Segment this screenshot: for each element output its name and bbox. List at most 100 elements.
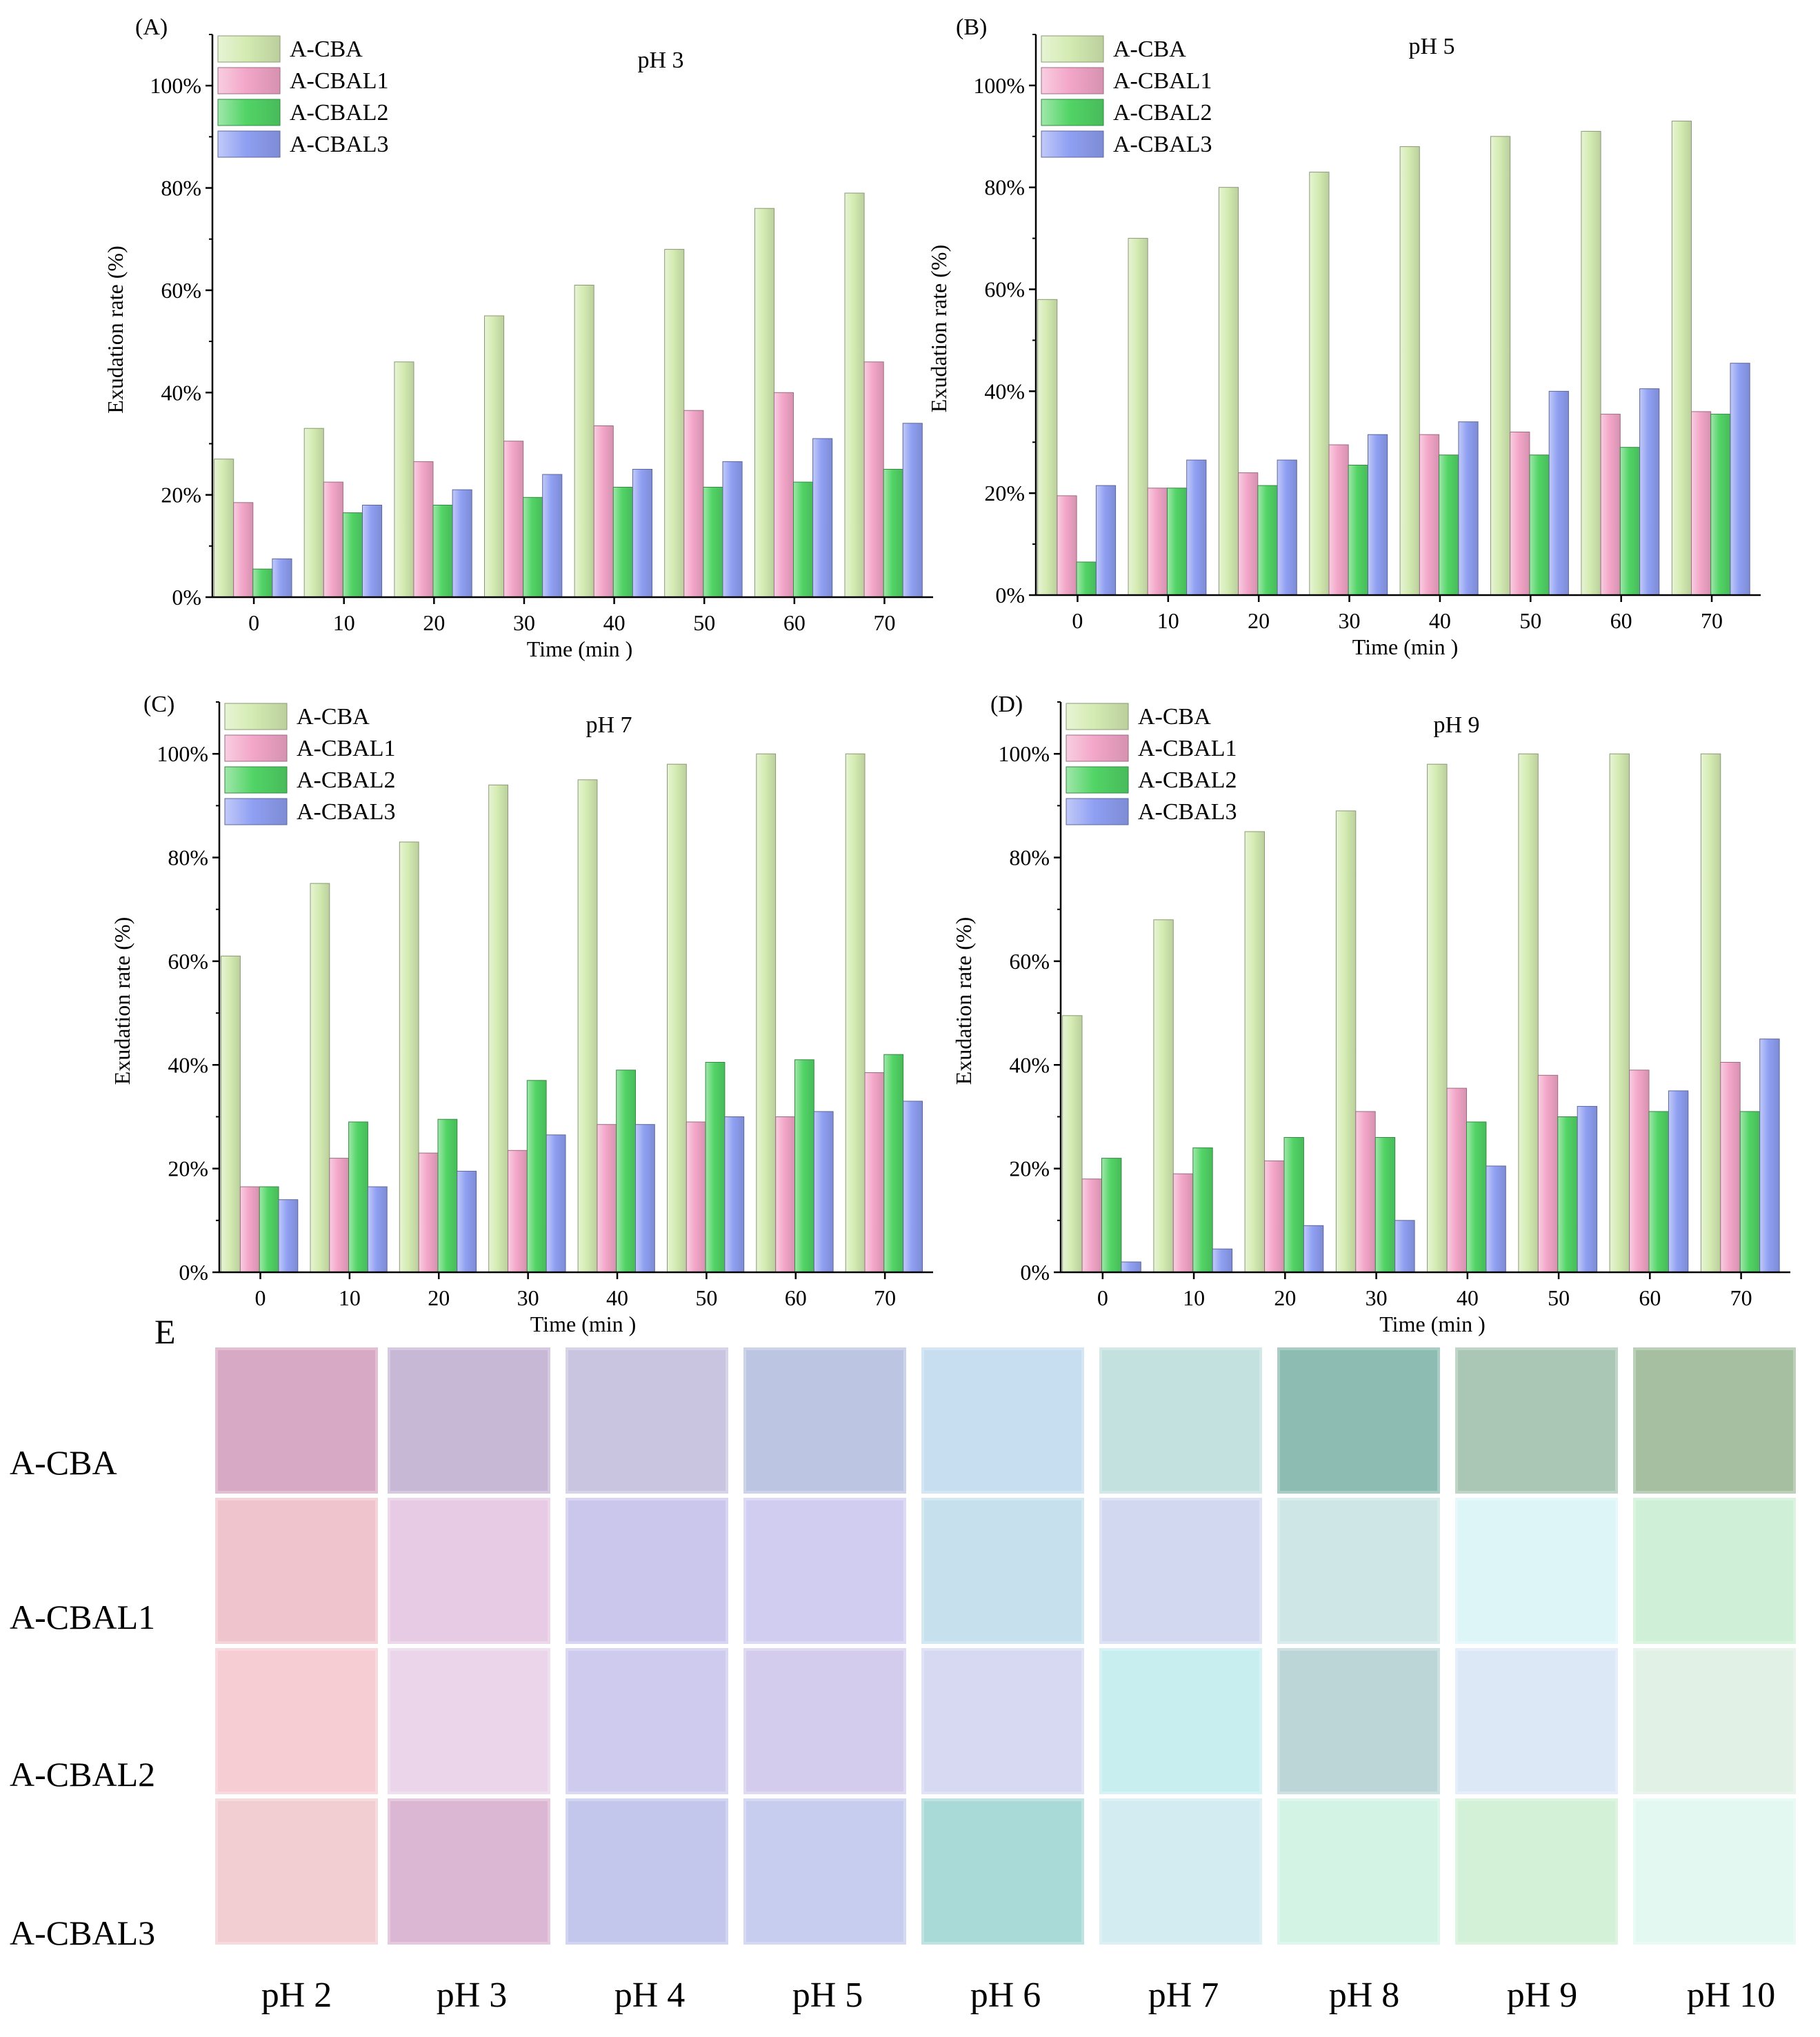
bar-a-cbal1-70 — [1691, 411, 1712, 596]
bar-a-cbal1-0 — [233, 502, 254, 598]
bar-a-cba-10 — [1128, 238, 1148, 596]
bar-a-cba-60 — [1609, 753, 1630, 1273]
bar-a-cba-50 — [1518, 753, 1539, 1273]
bar-a-cbal2-50 — [705, 1062, 726, 1273]
bar-a-cba-0 — [214, 459, 234, 598]
x-axis-label: Time (min ) — [1379, 1312, 1486, 1336]
bar-a-cbal1-20 — [1238, 472, 1259, 596]
bar-a-cbal2-60 — [1648, 1111, 1669, 1273]
panel-label: (C) — [143, 692, 174, 717]
panel-label: (A) — [135, 14, 168, 40]
x-axis-label: Time (min ) — [527, 636, 633, 661]
bar-a-cbal3-60 — [812, 438, 833, 598]
bar-a-cbal3-10 — [367, 1186, 388, 1273]
x-tick-label: 0 — [1097, 1285, 1108, 1310]
bar-a-cbal3-40 — [1458, 421, 1479, 596]
bar-a-cbal1-40 — [1419, 434, 1440, 596]
chart-panel-c: 0% 20% 40% 60% 80% 100% 0 10 20 30 40 50 60 70 Time (m… — [110, 692, 933, 1336]
x-tick-label: 40 — [603, 610, 626, 635]
x-tick-label: 10 — [333, 610, 355, 635]
column-label: pH 4 — [614, 1976, 686, 2015]
film-swatch-a-cbal3-ph7 — [1099, 1798, 1262, 1945]
x-tick-label: 20 — [428, 1285, 450, 1310]
bar-a-cba-60 — [754, 208, 775, 598]
bar-a-cbal1-70 — [864, 1072, 885, 1273]
bar-a-cbal2-0 — [1076, 561, 1097, 596]
y-axis-label: Exudation rate (%) — [951, 917, 976, 1085]
bar-a-cbal3-40 — [635, 1124, 655, 1273]
x-tick-label: 10 — [1157, 608, 1179, 633]
bar-a-cbal2-10 — [1167, 488, 1188, 596]
panel-e-label: E — [154, 1312, 176, 1351]
y-axis-label: Exudation rate (%) — [110, 917, 134, 1085]
bar-a-cbal1-40 — [593, 425, 614, 598]
bar-a-cbal1-70 — [1720, 1062, 1741, 1273]
bar-a-cba-70 — [1700, 753, 1721, 1273]
bar-a-cbal1-50 — [1510, 432, 1530, 596]
bar-a-cbal2-30 — [523, 496, 543, 598]
y-axis-label: Exudation rate (%) — [103, 245, 128, 413]
bar-a-cbal3-0 — [278, 1199, 299, 1273]
bar-a-cbal3-10 — [1212, 1248, 1233, 1273]
bar-a-cbal1-60 — [1629, 1070, 1650, 1273]
bar-a-cba-30 — [1335, 810, 1357, 1273]
y-tick-label: 20% — [1009, 1156, 1050, 1181]
bar-a-cbal2-50 — [1557, 1116, 1578, 1273]
y-tick-label: 20% — [161, 483, 201, 508]
bar-a-cbal1-40 — [1446, 1087, 1468, 1273]
chart-title: pH 9 — [1433, 712, 1479, 738]
bar-a-cbal3-70 — [902, 423, 923, 598]
bar-a-cbal1-10 — [329, 1158, 350, 1273]
film-swatch-a-cbal1-ph4 — [566, 1498, 728, 1644]
chart-panel-a: 0% 20% 40% 60% 80% 100% 0 10 20 30 40 50 60 70 Time (m… — [103, 14, 933, 661]
legend-swatch — [217, 35, 281, 63]
legend-label: A-CBAL2 — [297, 767, 396, 793]
bar-a-cbal1-20 — [413, 461, 434, 598]
y-tick-label: 80% — [168, 845, 208, 870]
x-tick-label: 20 — [1248, 608, 1270, 633]
x-tick-label: 10 — [339, 1285, 361, 1310]
bar-a-cbal3-60 — [813, 1111, 834, 1273]
bar-a-cbal3-60 — [1668, 1090, 1689, 1273]
film-swatch-a-cbal3-ph6 — [921, 1798, 1084, 1945]
bar-a-cbal3-20 — [457, 1170, 477, 1273]
bar-a-cbal2-0 — [1101, 1158, 1122, 1273]
bar-a-cbal3-50 — [1577, 1105, 1598, 1273]
film-swatch-a-cbal2-ph5 — [743, 1648, 906, 1794]
legend-label: A-CBAL1 — [1113, 68, 1212, 94]
x-tick-label: 40 — [606, 1285, 628, 1310]
chart-title: pH 5 — [1408, 34, 1454, 59]
bar-a-cba-10 — [303, 428, 324, 598]
x-tick-label: 40 — [1457, 1285, 1479, 1310]
y-tick-label: 80% — [1009, 845, 1050, 870]
film-swatch-a-cba-ph5 — [743, 1347, 906, 1494]
bar-a-cbal3-30 — [546, 1134, 566, 1273]
bar-a-cba-70 — [1671, 121, 1692, 596]
film-swatch-a-cbal3-ph3 — [388, 1798, 550, 1945]
bar-a-cbal2-50 — [703, 487, 723, 598]
bar-a-cba-30 — [1309, 172, 1330, 596]
y-tick-label: 60% — [1009, 949, 1050, 974]
bar-a-cbal3-60 — [1639, 388, 1660, 596]
chart-title: pH 7 — [586, 712, 632, 738]
chart-panel-b: 0% 20% 40% 60% 80% 100% 0 10 20 30 40 50 60 70 Time (m… — [926, 14, 1761, 659]
film-swatch-a-cbal2-ph9 — [1455, 1648, 1618, 1794]
row-label: A-CBAL1 — [10, 1598, 155, 1636]
bar-a-cba-20 — [1218, 187, 1239, 596]
legend-label: A-CBAL2 — [1113, 100, 1212, 126]
bar-a-cba-70 — [844, 192, 865, 598]
panel-label: (B) — [956, 14, 987, 40]
row-label: A-CBA — [10, 1443, 117, 1482]
legend-swatch — [217, 67, 281, 94]
legend-label: A-CBAL1 — [290, 68, 389, 94]
bar-a-cbal1-60 — [1600, 414, 1621, 596]
film-swatch-a-cba-ph10 — [1633, 1347, 1796, 1494]
x-tick-label: 60 — [1639, 1285, 1661, 1310]
bar-a-cbal1-70 — [863, 361, 884, 598]
bar-a-cbal1-60 — [775, 1116, 795, 1273]
bar-a-cba-10 — [310, 883, 330, 1273]
bar-a-cba-40 — [1427, 763, 1448, 1273]
bar-a-cbal2-70 — [883, 1054, 904, 1273]
legend-label: A-CBA — [1113, 37, 1186, 62]
